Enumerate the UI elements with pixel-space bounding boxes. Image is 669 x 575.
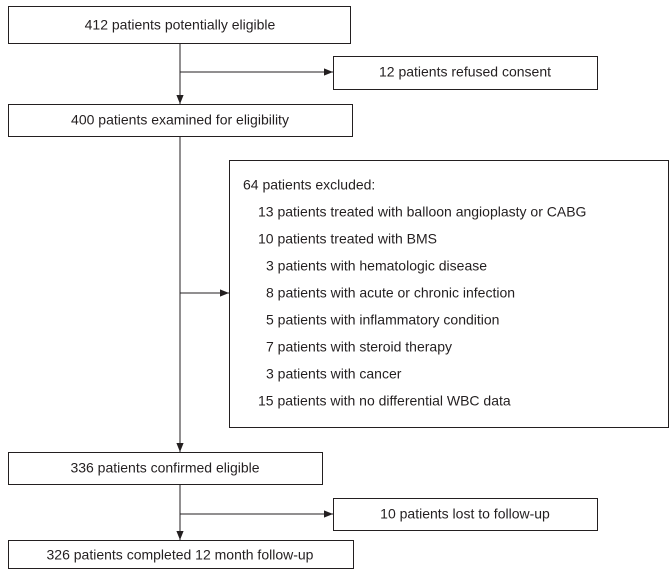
exclusion-item: 15 patients with no differential WBC dat… bbox=[258, 393, 511, 409]
node-label: 336 patients confirmed eligible bbox=[70, 460, 259, 476]
exclusion-box bbox=[229, 160, 669, 428]
node-box bbox=[333, 56, 598, 90]
node-box bbox=[8, 6, 351, 44]
node-box bbox=[8, 452, 323, 485]
node-label: 400 patients examined for eligibility bbox=[71, 112, 289, 128]
node-box bbox=[8, 104, 353, 137]
exclusion-item: 3 patients with hematologic disease bbox=[266, 258, 487, 274]
exclusion-item: 10 patients treated with BMS bbox=[258, 231, 437, 247]
node-label: 326 patients completed 12 month follow-u… bbox=[47, 547, 314, 563]
node-box bbox=[8, 540, 354, 569]
node-label: 412 patients potentially eligible bbox=[85, 17, 276, 33]
exclusion-item: 5 patients with inflammatory condition bbox=[266, 312, 499, 328]
node-box bbox=[333, 498, 598, 531]
exclusion-title: 64 patients excluded: bbox=[243, 177, 375, 193]
exclusion-item: 3 patients with cancer bbox=[266, 366, 402, 382]
node-label: 12 patients refused consent bbox=[379, 64, 551, 80]
node-label: 10 patients lost to follow-up bbox=[380, 506, 550, 522]
exclusion-item: 7 patients with steroid therapy bbox=[266, 339, 452, 355]
exclusion-item: 13 patients treated with balloon angiopl… bbox=[258, 204, 586, 220]
exclusion-item: 8 patients with acute or chronic infecti… bbox=[266, 285, 515, 301]
